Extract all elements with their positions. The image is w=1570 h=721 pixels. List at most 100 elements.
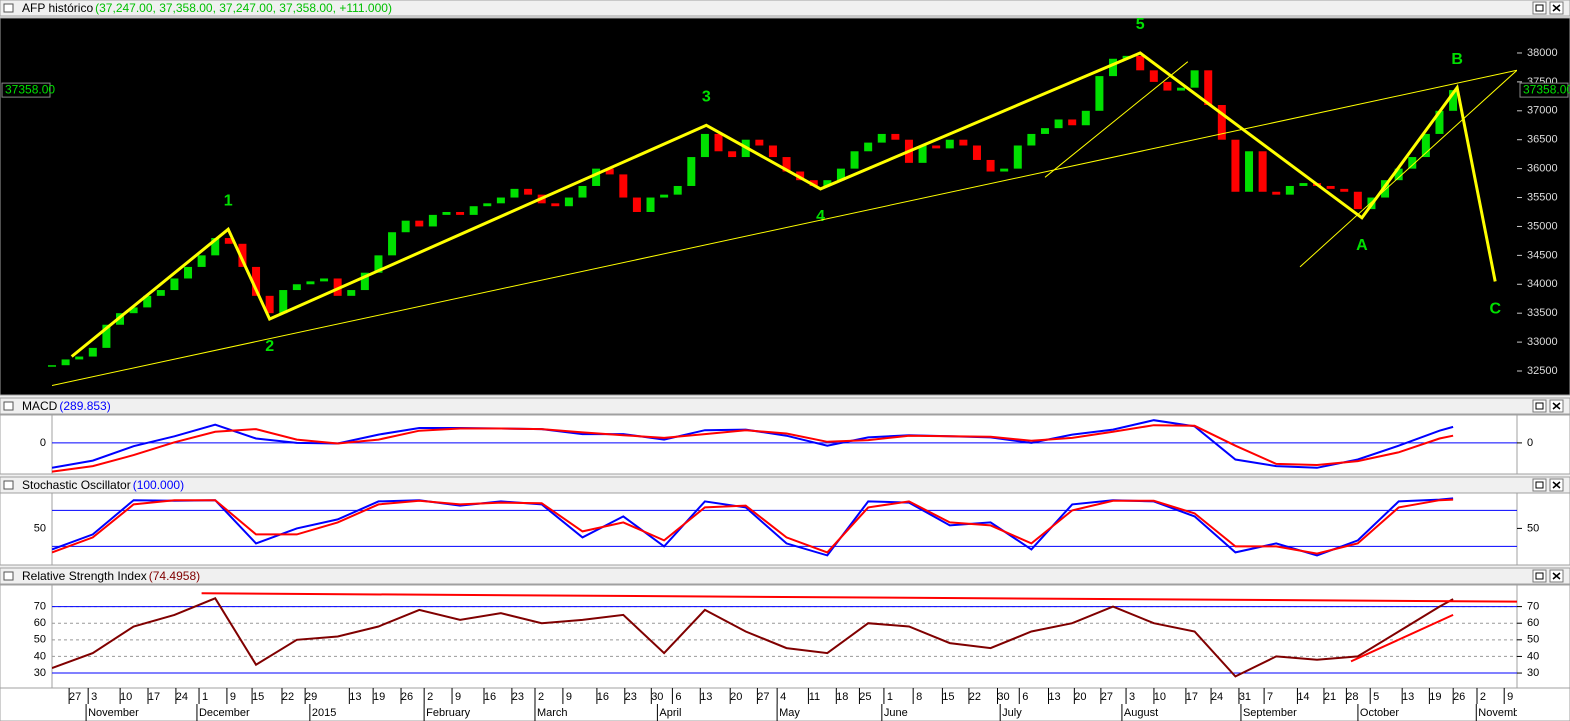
x-tick-label: 27	[1101, 691, 1113, 703]
close-icon	[1552, 481, 1561, 489]
panel-title: Stochastic Oscillator (100.000)	[22, 478, 184, 492]
x-tick-label: 13	[349, 691, 361, 703]
last-price-label: 37358.00	[1523, 82, 1570, 96]
candle	[714, 133, 723, 152]
candle	[1272, 191, 1281, 195]
y-tick-label: 60	[1527, 617, 1539, 629]
wave-label: 2	[265, 338, 274, 355]
candle	[1353, 191, 1362, 210]
panel-header	[0, 567, 1570, 585]
trend-line	[1044, 61, 1189, 178]
candle	[510, 188, 519, 198]
x-tick-label: 31	[1239, 691, 1251, 703]
x-axis-bg	[0, 687, 1570, 721]
candle	[850, 151, 859, 169]
candle	[660, 194, 669, 198]
candle	[360, 272, 369, 291]
restore-button[interactable]	[1532, 1, 1547, 15]
y-tick-label: 30	[1527, 667, 1539, 679]
x-tick-label: 30	[997, 691, 1009, 703]
y-tick-label: 34000	[1527, 278, 1558, 290]
x-tick-label: 24	[1211, 691, 1223, 703]
panel-title: AFP histórico (37,247.00, 37,358.00, 37,2…	[22, 1, 392, 15]
y-tick-label: 50	[1527, 522, 1539, 534]
x-tick-label: 17	[148, 691, 160, 703]
panel-icon	[3, 3, 14, 13]
x-tick-label: 22	[969, 691, 981, 703]
candle	[619, 174, 628, 198]
x-tick-label: 19	[1429, 691, 1441, 703]
panel-header	[0, 476, 1570, 494]
month-label: October	[1360, 707, 1399, 719]
y-tick-label: 35000	[1527, 220, 1558, 232]
restore-button[interactable]	[1532, 569, 1547, 583]
trend-line	[1299, 69, 1517, 268]
candle	[877, 133, 886, 143]
x-tick-label: 2	[538, 691, 544, 703]
x-tick-label: 15	[942, 691, 954, 703]
restore-button[interactable]	[1532, 399, 1547, 413]
x-tick-label: 19	[373, 691, 385, 703]
x-tick-label: 26	[1453, 691, 1465, 703]
trend-line	[201, 592, 1517, 603]
y-tick-label: 38000	[1527, 47, 1558, 59]
panel-title-part: (289.853)	[59, 399, 110, 413]
wave-label: C	[1489, 301, 1501, 318]
x-tick-label: 17	[1186, 691, 1198, 703]
month-label: May	[779, 707, 800, 719]
y-tick-label: 37000	[1527, 105, 1558, 117]
candle	[428, 214, 437, 227]
indicator-line	[52, 498, 1454, 555]
wave-label: 5	[1136, 16, 1145, 33]
candle	[442, 211, 451, 215]
restore-button[interactable]	[1532, 478, 1547, 492]
candle	[456, 211, 465, 215]
x-tick-label: 18	[836, 691, 848, 703]
candle	[1136, 55, 1145, 71]
candle	[551, 203, 560, 207]
x-tick-label: 23	[625, 691, 637, 703]
candle	[1449, 90, 1458, 111]
panel-title-part: Stochastic Oscillator	[22, 478, 131, 492]
y-tick-label: 32500	[1527, 365, 1558, 377]
close-icon	[1552, 402, 1561, 410]
x-tick-label: 8	[916, 691, 922, 703]
x-tick-label: 3	[91, 691, 97, 703]
last-price-box	[1, 82, 51, 98]
x-tick-label: 24	[176, 691, 188, 703]
panel-title-part: (74.4958)	[149, 569, 200, 583]
candle	[415, 220, 424, 227]
candle	[1245, 151, 1254, 192]
candle	[918, 145, 927, 163]
candle	[578, 185, 587, 198]
panel-title-part: MACD	[22, 399, 58, 413]
candle	[156, 290, 165, 296]
candle	[986, 159, 995, 172]
candle	[1149, 70, 1158, 82]
trend-line	[1350, 613, 1454, 663]
restore-icon	[1535, 481, 1544, 489]
candle	[1394, 168, 1403, 181]
candle	[1204, 70, 1213, 106]
candle	[768, 145, 777, 158]
x-tick-label: 9	[1507, 691, 1513, 703]
candle	[823, 180, 832, 186]
x-tick-label: 20	[730, 691, 742, 703]
candle	[700, 133, 709, 158]
y-tick-label: 0	[1527, 437, 1533, 449]
candle	[1190, 70, 1199, 88]
month-label: December	[199, 707, 250, 719]
candle	[1421, 133, 1430, 158]
candle	[75, 356, 84, 360]
x-tick-label: 5	[1373, 691, 1379, 703]
candle	[524, 188, 533, 195]
panel-title-part: (37,247.00, 37,358.00, 37,247.00, 37,358…	[95, 1, 392, 15]
panel-title: MACD (289.853)	[22, 399, 111, 413]
wave-line	[70, 51, 1497, 358]
panel-header	[0, 0, 1570, 17]
candle	[1340, 188, 1349, 192]
candle	[1285, 185, 1294, 195]
candle	[320, 278, 329, 282]
panel-title-part: (100.000)	[133, 478, 184, 492]
month-label: 2015	[312, 707, 336, 719]
